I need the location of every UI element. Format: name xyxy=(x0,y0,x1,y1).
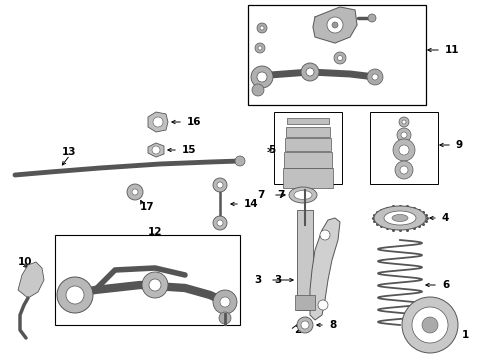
Circle shape xyxy=(257,72,267,82)
Circle shape xyxy=(251,66,273,88)
Ellipse shape xyxy=(384,211,416,225)
Circle shape xyxy=(301,321,309,329)
Bar xyxy=(283,168,333,188)
Bar xyxy=(295,295,315,310)
Circle shape xyxy=(255,43,265,53)
Text: 14: 14 xyxy=(244,199,259,209)
Text: 16: 16 xyxy=(187,117,201,127)
Circle shape xyxy=(213,178,227,192)
Circle shape xyxy=(338,55,343,60)
Circle shape xyxy=(402,120,406,124)
Circle shape xyxy=(399,145,409,155)
Circle shape xyxy=(132,189,138,195)
Circle shape xyxy=(220,297,230,307)
Bar xyxy=(285,138,331,151)
Text: 12: 12 xyxy=(148,227,163,237)
Text: 7: 7 xyxy=(277,190,284,200)
Text: 10: 10 xyxy=(18,257,32,267)
Text: 15: 15 xyxy=(182,145,196,155)
Text: 6: 6 xyxy=(442,280,449,290)
Text: 3: 3 xyxy=(274,275,281,285)
Text: 4: 4 xyxy=(442,213,449,223)
Circle shape xyxy=(399,117,409,127)
Bar xyxy=(248,5,426,105)
Circle shape xyxy=(142,272,168,298)
Circle shape xyxy=(372,74,378,80)
Circle shape xyxy=(219,312,231,324)
Circle shape xyxy=(422,317,438,333)
Bar xyxy=(284,152,332,168)
Text: 2: 2 xyxy=(294,325,301,335)
Text: 1: 1 xyxy=(462,330,469,340)
Bar xyxy=(55,235,240,325)
Circle shape xyxy=(149,279,161,291)
Bar xyxy=(297,210,313,310)
Circle shape xyxy=(153,117,163,127)
Circle shape xyxy=(235,156,245,166)
Text: 13: 13 xyxy=(62,147,76,157)
Circle shape xyxy=(301,63,319,81)
Polygon shape xyxy=(148,112,168,132)
Circle shape xyxy=(213,216,227,230)
Circle shape xyxy=(412,307,448,343)
Circle shape xyxy=(395,161,413,179)
Circle shape xyxy=(402,297,458,353)
Text: 7: 7 xyxy=(258,190,265,200)
Circle shape xyxy=(217,220,223,226)
Ellipse shape xyxy=(392,215,408,221)
Ellipse shape xyxy=(294,190,312,199)
Circle shape xyxy=(66,286,84,304)
Circle shape xyxy=(127,184,143,200)
Text: 8: 8 xyxy=(329,320,336,330)
Text: 5: 5 xyxy=(268,145,275,155)
Polygon shape xyxy=(148,143,164,157)
Bar xyxy=(287,118,329,124)
Circle shape xyxy=(260,26,264,30)
Circle shape xyxy=(217,182,223,188)
Circle shape xyxy=(327,17,343,33)
Text: 17: 17 xyxy=(140,202,155,212)
Bar xyxy=(370,112,438,184)
Circle shape xyxy=(213,290,237,314)
Circle shape xyxy=(397,128,411,142)
Circle shape xyxy=(306,68,314,76)
Polygon shape xyxy=(18,262,44,298)
Circle shape xyxy=(401,132,407,138)
Bar xyxy=(274,112,342,184)
Circle shape xyxy=(332,22,338,28)
Bar xyxy=(286,127,330,137)
Circle shape xyxy=(368,14,376,22)
Ellipse shape xyxy=(374,206,426,230)
Circle shape xyxy=(367,69,383,85)
Circle shape xyxy=(393,139,415,161)
Circle shape xyxy=(258,46,262,50)
Circle shape xyxy=(57,277,93,313)
Circle shape xyxy=(318,300,328,310)
Text: 11: 11 xyxy=(445,45,460,55)
Text: 3: 3 xyxy=(255,275,262,285)
Polygon shape xyxy=(310,218,340,320)
Circle shape xyxy=(297,317,313,333)
Polygon shape xyxy=(313,7,357,43)
Circle shape xyxy=(334,52,346,64)
Circle shape xyxy=(320,230,330,240)
Circle shape xyxy=(257,23,267,33)
Circle shape xyxy=(252,84,264,96)
Ellipse shape xyxy=(289,187,317,203)
Text: 9: 9 xyxy=(456,140,463,150)
Circle shape xyxy=(152,146,160,154)
Circle shape xyxy=(400,166,408,174)
